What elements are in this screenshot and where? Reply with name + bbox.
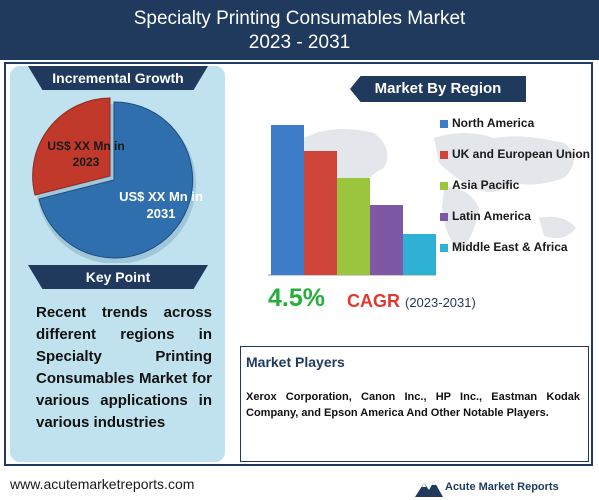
cagr-value: 4.5%: [268, 284, 325, 312]
key-point-banner: Key Point: [28, 265, 208, 289]
label-2023: US$ XX Mn in 2023: [47, 139, 125, 169]
logo-text: Acute Market Reports: [445, 481, 559, 493]
page-title: Specialty Printing Consumables Market: [133, 8, 466, 29]
region-bar-middle-east-africa: [403, 234, 436, 275]
market-players-title: Market Players: [246, 354, 345, 370]
title-bar: Specialty Printing Consumables Market 20…: [0, 0, 599, 60]
incremental-growth-banner: Incremental Growth: [28, 66, 208, 90]
cagr-label: CAGR: [347, 291, 400, 311]
legend-swatch: [440, 120, 448, 128]
legend-label: Latin America: [452, 209, 531, 223]
company-logo: Acute Market Reports: [415, 479, 593, 497]
legend-swatch: [440, 213, 448, 221]
market-by-region-chart: [268, 125, 436, 276]
legend-label: Asia Pacific: [452, 178, 520, 192]
market-players-box: [240, 346, 589, 462]
legend-swatch: [440, 151, 448, 159]
logo-mountain-icon: [415, 481, 443, 497]
region-bar-asia-pacific: [337, 178, 370, 275]
region-bar-latin-america: [370, 205, 403, 275]
legend-swatch: [440, 244, 448, 252]
legend-label: Middle East & Africa: [452, 240, 568, 254]
page-subtitle-years: 2023 - 2031: [248, 32, 351, 53]
market-by-region-banner: Market By Region: [350, 76, 526, 102]
content-frame: [4, 62, 593, 466]
pie-slice-2023: [32, 97, 111, 196]
cagr-years: (2023-2031): [405, 295, 476, 310]
pie-slice-2031: [38, 101, 194, 259]
incremental-growth-pie: [32, 97, 196, 263]
key-point-text: Recent trends across different regions i…: [36, 304, 212, 431]
legend-swatch: [440, 182, 448, 190]
footer-url-link[interactable]: www.acutemarketreports.com: [10, 476, 195, 492]
region-bar-uk-and-european-union: [304, 151, 337, 275]
market-players-text: Xerox Corporation, Canon Inc., HP Inc., …: [246, 391, 580, 419]
region-bar-north-america: [271, 125, 304, 275]
label-2031: US$ XX Mn in 2031: [119, 189, 203, 221]
legend-label: UK and European Union: [452, 147, 590, 161]
legend-label: North America: [452, 116, 535, 130]
